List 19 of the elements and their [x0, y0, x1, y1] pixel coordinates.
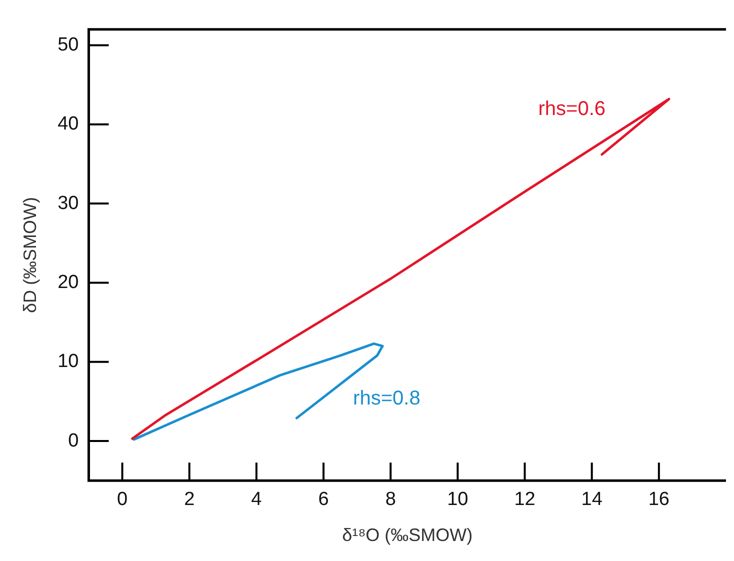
y-tick-label: 10 [58, 351, 79, 372]
series-label: rhs=0.6 [538, 98, 606, 120]
x-tick-label: 12 [514, 489, 536, 510]
y-tick-label: 0 [68, 430, 79, 452]
x-tick-label: 6 [318, 489, 329, 510]
y-tick-label: 20 [58, 272, 79, 293]
x-tick-label: 16 [648, 489, 670, 510]
y-axis-title: δD (‰SMOW) [20, 197, 40, 313]
y-tick-label: 40 [58, 114, 79, 135]
series-label: rhs=0.8 [353, 388, 420, 410]
x-tick-label: 8 [385, 489, 396, 510]
x-tick-label: 10 [447, 489, 468, 510]
x-tick-label: 4 [251, 489, 262, 510]
x-tick-label: 14 [581, 489, 603, 510]
x-axis-title: δ¹⁸O (‰SMOW) [342, 525, 473, 546]
x-tick-label: 2 [184, 489, 195, 510]
y-tick-label: 50 [58, 34, 79, 56]
y-tick-label: 30 [58, 192, 79, 214]
x-tick-label: 0 [116, 489, 128, 510]
